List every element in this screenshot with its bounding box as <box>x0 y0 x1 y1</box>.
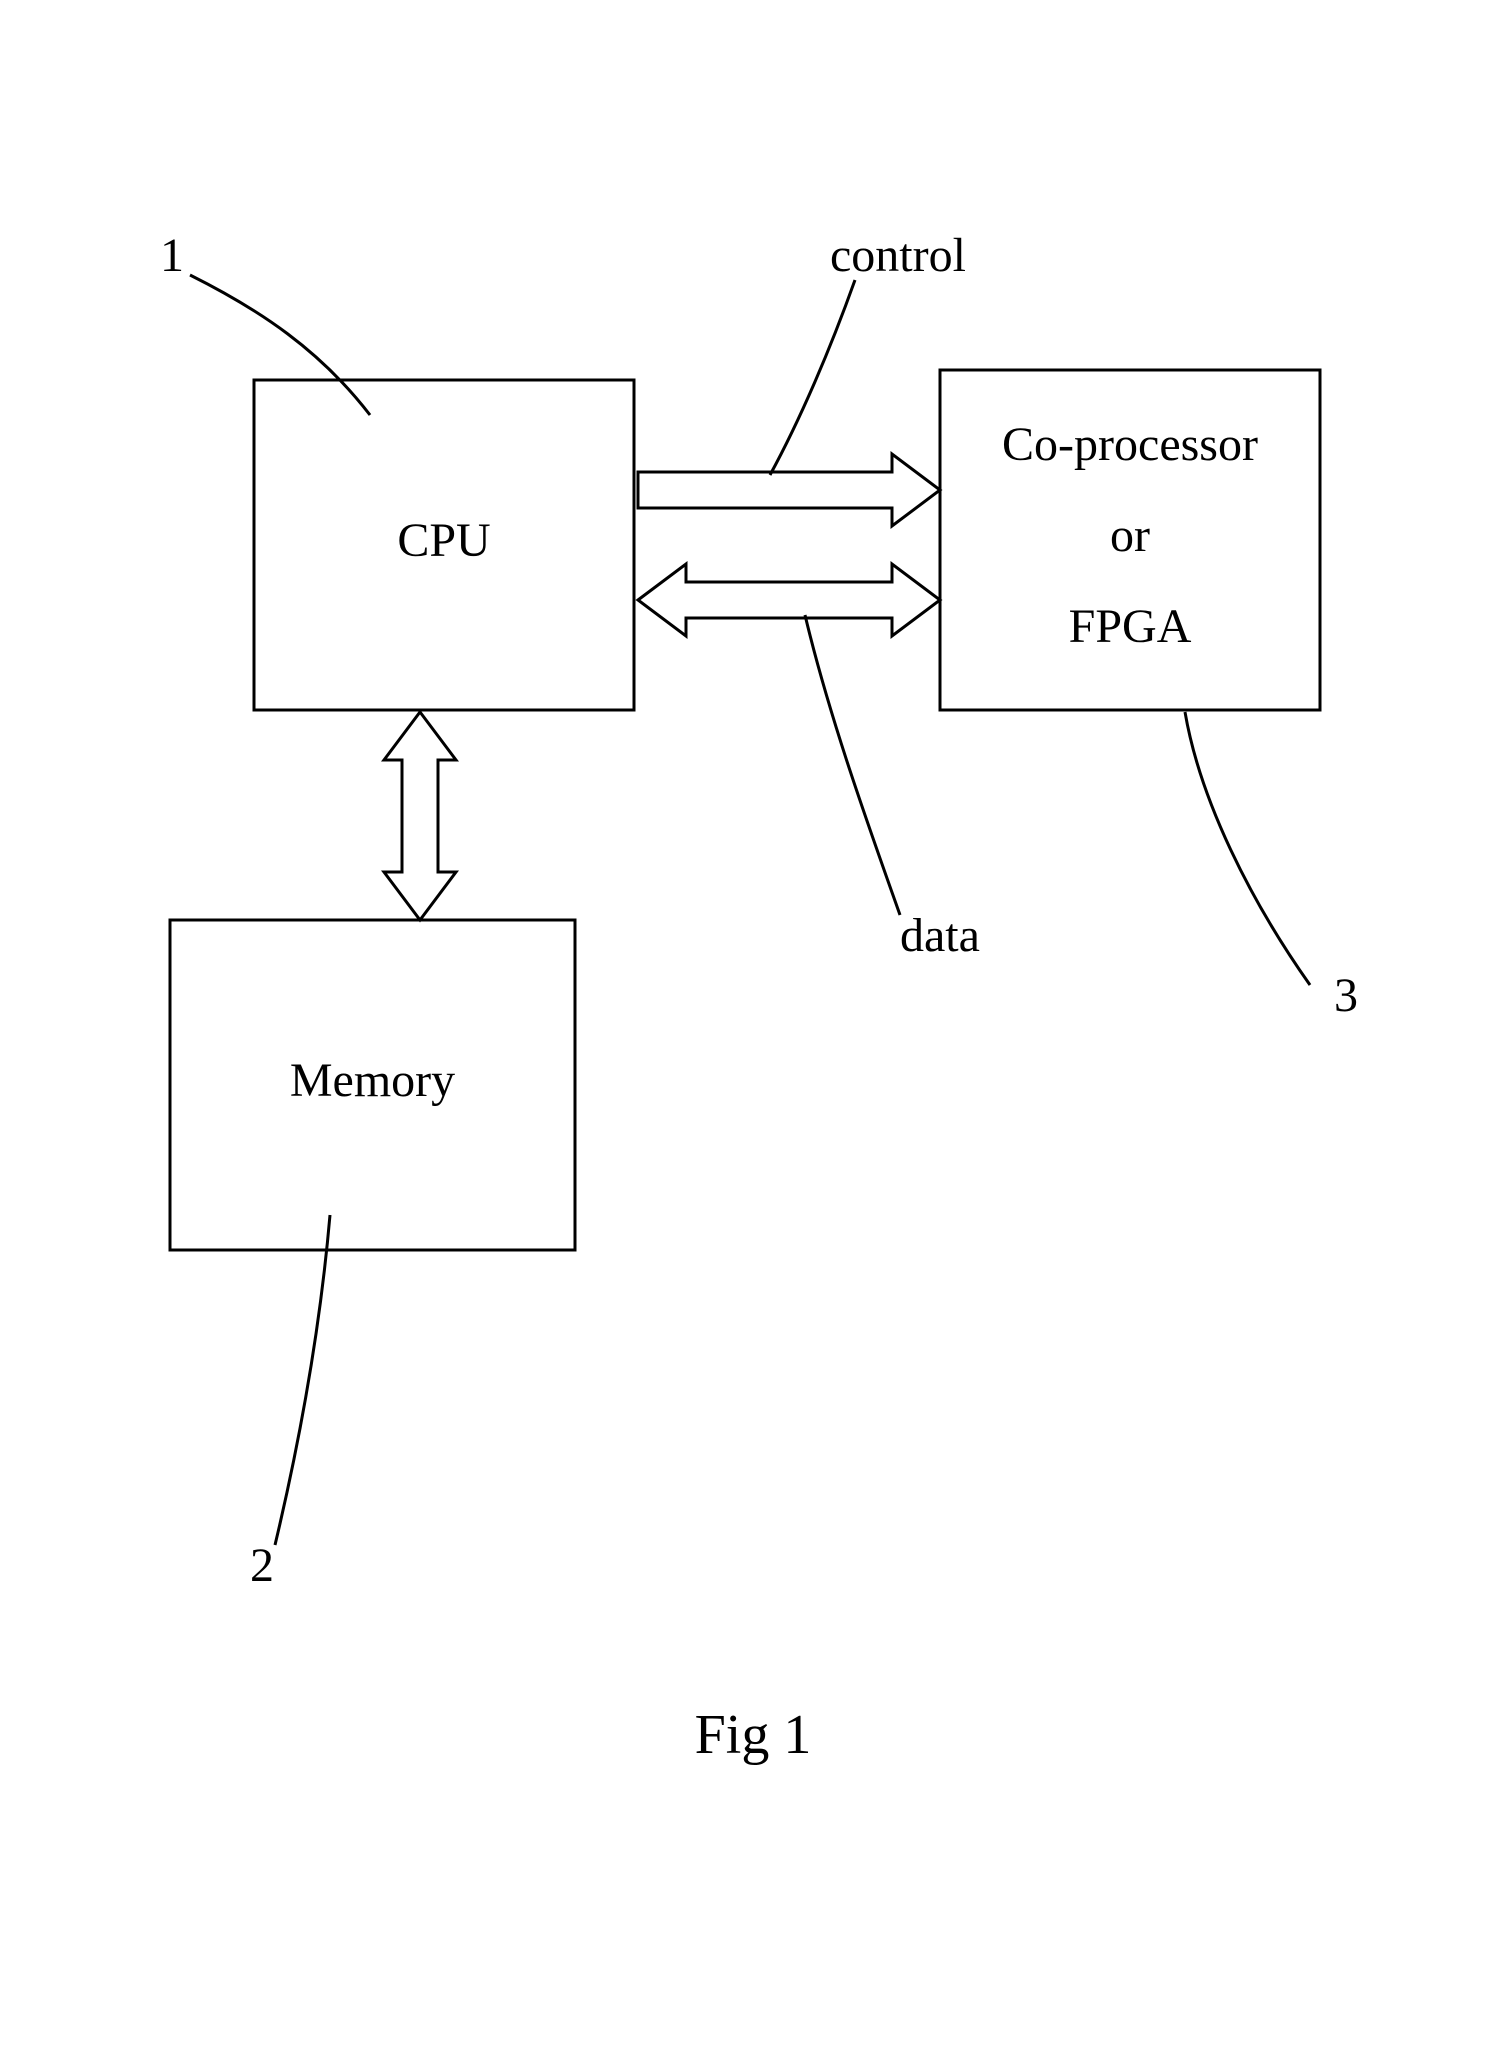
coproc-label: Co-processor <box>1002 418 1258 471</box>
coproc-label: FPGA <box>1069 600 1192 653</box>
figure-caption: Fig 1 <box>695 1704 812 1766</box>
control-leader <box>770 280 855 475</box>
control-arrow <box>638 454 940 526</box>
control-text: control <box>830 229 966 282</box>
r3-leader <box>1185 712 1310 985</box>
r1-leader <box>190 275 370 415</box>
memory-label: Memory <box>290 1054 455 1107</box>
r2-leader <box>275 1215 330 1545</box>
ref-3: 3 <box>1334 969 1358 1022</box>
coproc-label: or <box>1110 509 1150 562</box>
data-arrow <box>638 564 940 636</box>
mem-arrow <box>384 712 456 920</box>
data-leader <box>805 615 900 915</box>
cpu-label: CPU <box>397 514 490 567</box>
ref-2: 2 <box>250 1539 274 1592</box>
data-text: data <box>900 909 980 962</box>
ref-1: 1 <box>160 229 184 282</box>
